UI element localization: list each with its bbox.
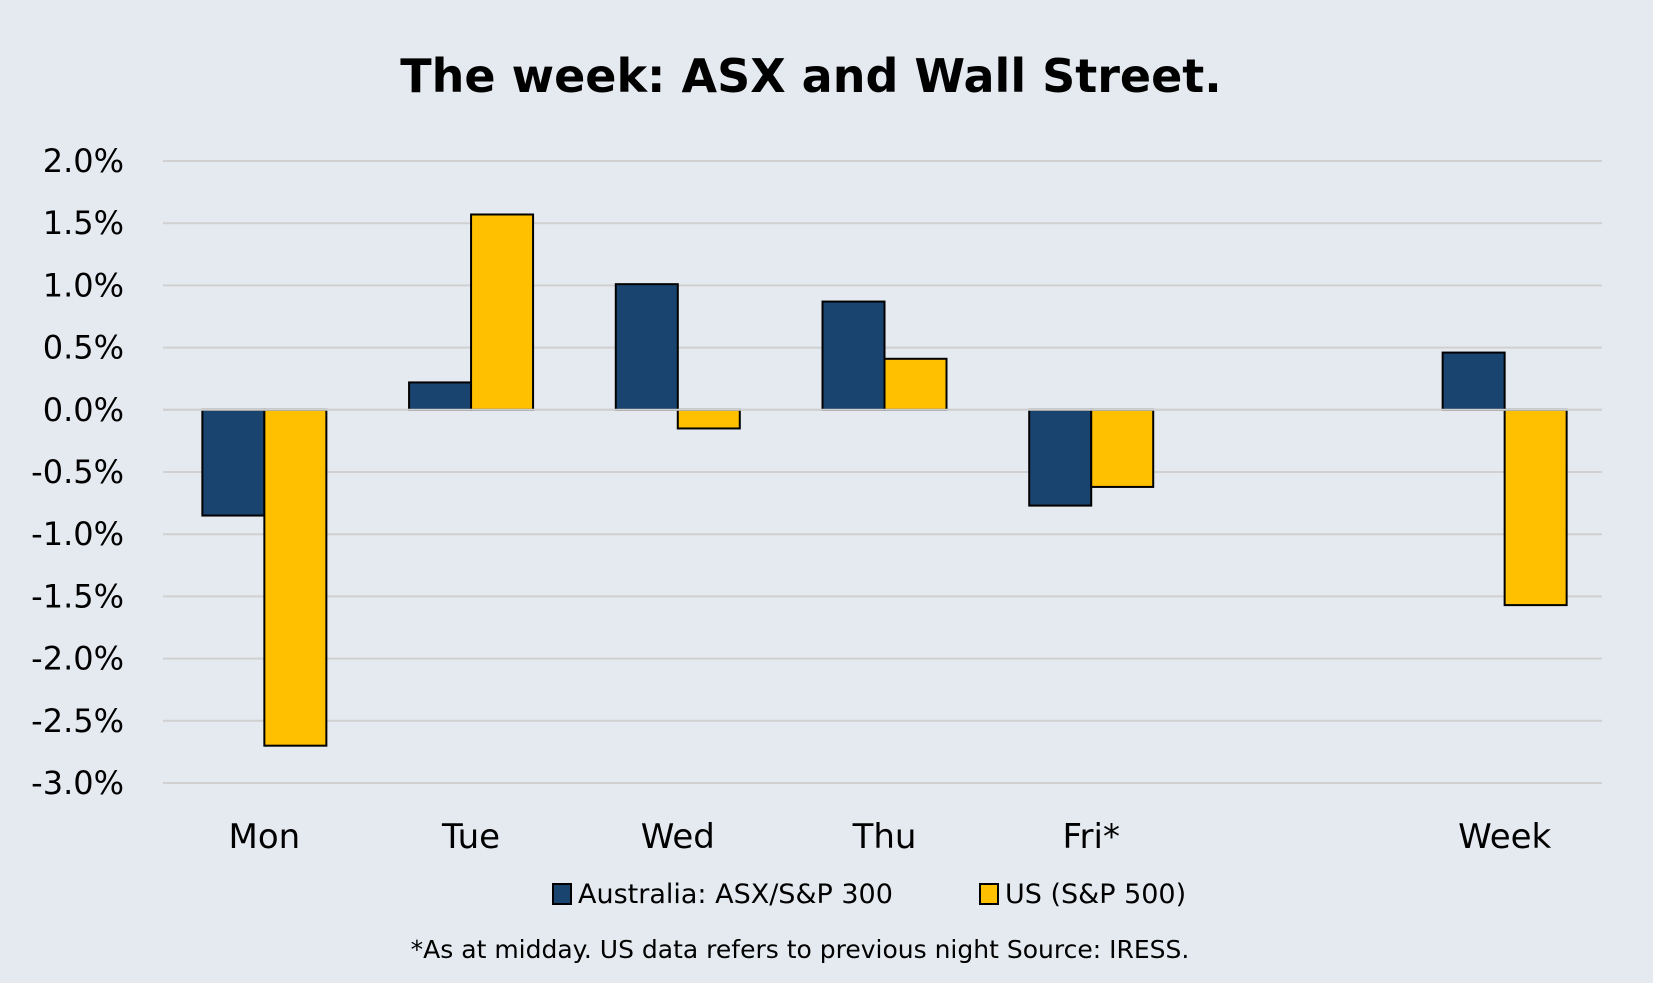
bar-australia-fri	[1028, 408, 1093, 507]
bar-us-mon	[263, 408, 328, 747]
y-tick-label: -1.5%	[31, 577, 124, 615]
bar-us-fri	[1090, 408, 1155, 488]
y-tick-label: 0.5%	[43, 329, 124, 367]
x-tick-label: Tue	[441, 817, 500, 857]
legend-swatch-australia	[552, 883, 572, 905]
y-tick-label: -3.0%	[31, 764, 124, 802]
y-tick-label: -2.0%	[31, 640, 124, 678]
x-tick-label: Mon	[229, 817, 301, 857]
bar-us-thu	[883, 357, 948, 411]
y-tick-label: 1.0%	[43, 266, 124, 304]
bar-australia-week	[1441, 351, 1506, 411]
y-tick-label: 1.5%	[43, 204, 124, 242]
x-tick-label: Wed	[641, 817, 715, 857]
legend-label-us: US (S&P 500)	[1005, 879, 1186, 910]
y-tick-label: 2.0%	[43, 142, 124, 180]
footnote: *As at midday. US data refers to previou…	[411, 935, 1190, 964]
y-tick-label: -0.5%	[31, 453, 124, 491]
legend-swatch-us	[979, 883, 999, 905]
bar-us-wed	[676, 408, 741, 430]
y-tick-label: 0.0%	[43, 391, 124, 429]
y-tick-label: -2.5%	[31, 702, 124, 740]
x-tick-label: Week	[1458, 817, 1551, 857]
bar-australia-thu	[821, 300, 886, 411]
x-tick-label: Fri*	[1062, 817, 1120, 857]
x-tick-label: Thu	[852, 817, 917, 857]
bar-australia-mon	[201, 408, 266, 517]
bar-us-tue	[470, 213, 535, 411]
bar-australia-tue	[408, 381, 473, 411]
chart-title: The week: ASX and Wall Street.	[400, 49, 1222, 103]
bar-australia-wed	[614, 283, 679, 411]
bar-us-week	[1503, 408, 1568, 607]
legend-label-australia: Australia: ASX/S&P 300	[578, 879, 893, 910]
y-tick-label: -1.0%	[31, 515, 124, 553]
